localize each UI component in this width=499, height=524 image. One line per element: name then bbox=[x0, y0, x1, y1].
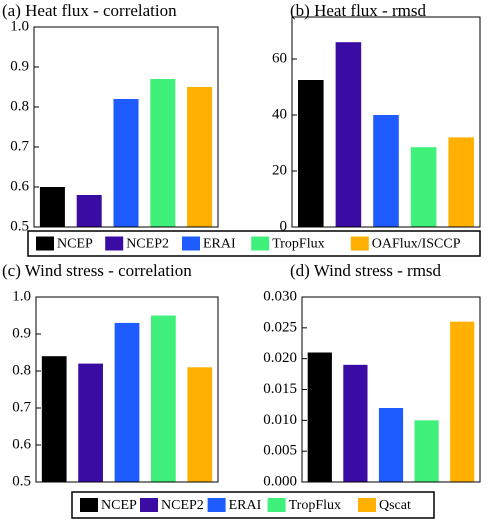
y-tick-label: 0.6 bbox=[12, 436, 31, 452]
legend-label: NCEP2 bbox=[126, 237, 169, 252]
plot-frame bbox=[33, 26, 219, 228]
legend-swatch bbox=[350, 236, 369, 251]
bar bbox=[78, 363, 103, 482]
legend-label: OAFlux/ISCCP bbox=[372, 237, 461, 252]
legend-label: Qscat bbox=[379, 498, 411, 513]
y-tick-label: 0.7 bbox=[10, 138, 29, 154]
legend-swatch bbox=[36, 236, 54, 251]
bar bbox=[335, 42, 362, 228]
bar bbox=[113, 99, 139, 227]
legend-swatch bbox=[182, 236, 200, 251]
legend-label: NCEP2 bbox=[161, 498, 204, 513]
legend-swatch bbox=[80, 498, 98, 512]
y-tick-label: 0.6 bbox=[10, 178, 29, 194]
chart-title: (b) Heat flux - rmsd bbox=[290, 1, 426, 20]
legend-swatch bbox=[207, 498, 226, 512]
bar bbox=[373, 115, 399, 227]
bar bbox=[378, 408, 404, 482]
bar bbox=[414, 420, 439, 482]
bar bbox=[448, 137, 474, 227]
bar bbox=[151, 315, 176, 482]
legend-label: NCEP bbox=[101, 498, 137, 513]
bar bbox=[298, 80, 324, 227]
plot-frame bbox=[291, 16, 481, 228]
chart-title: (d) Wind stress - rmsd bbox=[290, 261, 442, 280]
y-tick-label: 0.9 bbox=[10, 58, 29, 74]
y-tick-label: 0.9 bbox=[12, 325, 31, 341]
y-tick-label: 60 bbox=[272, 50, 287, 66]
y-tick-label: 0.010 bbox=[263, 412, 297, 428]
y-tick-label: 0.015 bbox=[263, 381, 297, 397]
legend-swatch bbox=[358, 498, 376, 512]
legend-swatch bbox=[267, 498, 286, 512]
y-tick-label: 0.000 bbox=[263, 473, 297, 489]
bar bbox=[76, 195, 102, 227]
legend-swatch bbox=[251, 236, 270, 251]
bar bbox=[41, 356, 67, 482]
y-tick-label: 0.5 bbox=[10, 218, 29, 234]
y-tick-label: 1.0 bbox=[12, 288, 31, 304]
y-tick-label: 0.030 bbox=[263, 288, 297, 304]
y-tick-label: 0.7 bbox=[12, 399, 31, 415]
bar bbox=[343, 364, 368, 482]
legend-swatch bbox=[140, 498, 158, 512]
plot-frame bbox=[35, 296, 219, 483]
y-tick-label: 20 bbox=[272, 162, 287, 178]
legend-label: ERAI bbox=[203, 237, 236, 252]
bar bbox=[187, 367, 213, 482]
y-tick-label: 0.025 bbox=[263, 319, 297, 335]
y-tick-label: 0.5 bbox=[12, 473, 31, 489]
bar bbox=[114, 322, 140, 482]
y-tick-label: 0.8 bbox=[10, 98, 29, 114]
legend-label: NCEP bbox=[57, 237, 93, 252]
bar bbox=[307, 352, 332, 482]
legend-swatch bbox=[105, 236, 124, 251]
bar bbox=[150, 79, 176, 227]
y-tick-label: 1.0 bbox=[10, 18, 29, 34]
legend-label: TropFlux bbox=[289, 498, 341, 513]
y-tick-label: 0.8 bbox=[12, 362, 31, 378]
y-tick-label: 0 bbox=[280, 218, 288, 234]
bar bbox=[39, 187, 65, 227]
legend-box bbox=[27, 230, 481, 257]
legend-label: ERAI bbox=[229, 498, 262, 513]
y-tick-label: 40 bbox=[272, 106, 287, 122]
y-tick-label: 0.005 bbox=[263, 443, 297, 459]
plot-frame bbox=[301, 296, 481, 483]
y-tick-label: 0.020 bbox=[263, 350, 297, 366]
chart-title: (c) Wind stress - correlation bbox=[2, 261, 192, 280]
bar bbox=[187, 87, 213, 227]
legend-label: TropFlux bbox=[272, 237, 324, 252]
bar bbox=[450, 321, 475, 482]
bar bbox=[410, 147, 437, 227]
chart-title: (a) Heat flux - correlation bbox=[2, 1, 177, 20]
